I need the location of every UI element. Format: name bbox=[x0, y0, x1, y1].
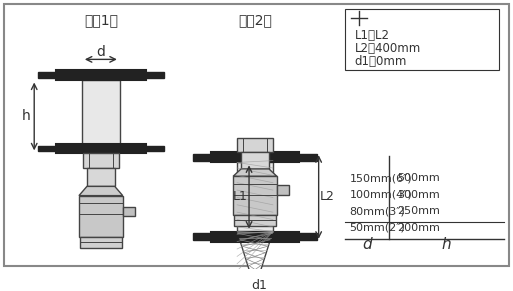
Text: d1: d1 bbox=[251, 279, 267, 291]
Polygon shape bbox=[233, 169, 277, 176]
Bar bbox=[87, 168, 115, 187]
Text: 80mm(3″): 80mm(3″) bbox=[349, 206, 405, 216]
Bar bbox=[193, 154, 211, 161]
Bar bbox=[123, 207, 135, 216]
Bar bbox=[146, 146, 164, 151]
Bar bbox=[237, 138, 273, 152]
Bar bbox=[299, 233, 317, 240]
Bar bbox=[237, 162, 273, 232]
Bar bbox=[80, 237, 122, 248]
Text: 200mm: 200mm bbox=[397, 223, 440, 233]
Bar bbox=[56, 70, 146, 80]
Bar bbox=[233, 176, 277, 215]
Bar bbox=[56, 144, 146, 153]
Text: h: h bbox=[442, 237, 451, 252]
Text: d: d bbox=[362, 237, 372, 252]
Text: 100mm(4″): 100mm(4″) bbox=[349, 190, 412, 200]
Text: L1: L1 bbox=[233, 191, 248, 203]
Text: L1＞L2: L1＞L2 bbox=[354, 29, 389, 42]
Text: L2: L2 bbox=[320, 191, 335, 203]
Text: h: h bbox=[22, 109, 31, 123]
Bar bbox=[211, 152, 299, 162]
Bar bbox=[241, 152, 269, 169]
Bar bbox=[82, 80, 120, 144]
Bar bbox=[79, 196, 123, 237]
Bar bbox=[211, 232, 299, 242]
Text: d1㸕0mm: d1㸕0mm bbox=[354, 55, 407, 68]
Polygon shape bbox=[237, 232, 273, 282]
Text: 250mm: 250mm bbox=[397, 206, 440, 216]
Polygon shape bbox=[79, 187, 123, 196]
Bar bbox=[146, 72, 164, 78]
Bar bbox=[38, 72, 56, 78]
Text: （图1）: （图1） bbox=[84, 13, 118, 27]
Bar bbox=[234, 215, 276, 226]
Text: d: d bbox=[96, 45, 105, 59]
Bar bbox=[345, 9, 499, 70]
Bar bbox=[83, 153, 119, 168]
Text: 300mm: 300mm bbox=[397, 190, 440, 200]
Text: （图2）: （图2） bbox=[238, 13, 272, 27]
Text: L2＜400mm: L2＜400mm bbox=[354, 42, 421, 55]
Bar bbox=[299, 154, 317, 161]
Text: 500mm: 500mm bbox=[397, 173, 440, 183]
Text: 50mm(2″): 50mm(2″) bbox=[349, 223, 405, 233]
Text: 150mm(6″): 150mm(6″) bbox=[349, 173, 412, 183]
Bar bbox=[193, 233, 211, 240]
Bar bbox=[277, 185, 289, 195]
Bar bbox=[38, 146, 56, 151]
